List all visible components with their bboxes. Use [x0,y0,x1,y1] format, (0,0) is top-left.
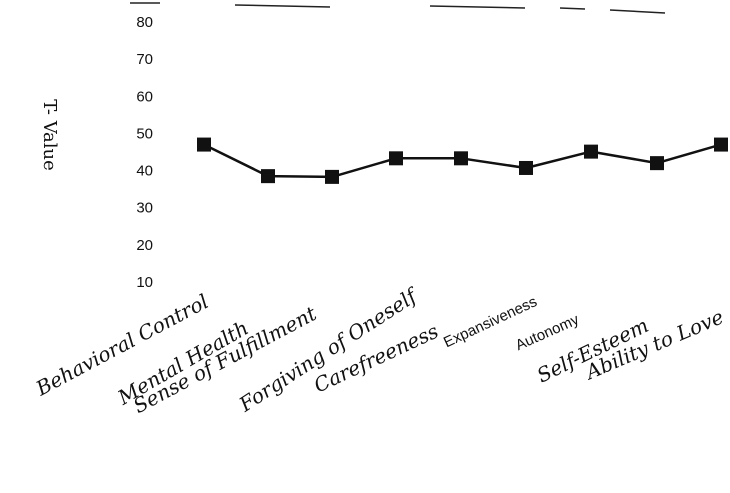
data-point-marker [389,151,403,166]
y-tick-labels: 80 70 60 50 40 30 20 10 [136,14,153,291]
data-point-marker [584,144,598,159]
y-tick-label: 60 [136,88,153,105]
y-tick-label: 50 [136,125,153,142]
data-point-marker [261,169,275,184]
data-point-marker [519,160,533,175]
data-point-marker [197,137,211,152]
y-tick-label: 40 [136,163,153,180]
y-tick-label: 10 [136,274,153,291]
y-tick-label: 70 [136,51,153,68]
y-axis-title: T- Value [39,99,60,171]
top-scan-edge-marks [130,2,666,14]
data-point-marker [454,151,468,166]
series-markers [197,137,728,184]
y-tick-label: 30 [136,200,153,217]
data-point-marker [650,156,664,171]
data-point-marker [325,169,339,184]
y-tick-label: 80 [136,14,153,31]
y-tick-label: 20 [136,237,153,254]
data-point-marker [714,137,728,152]
